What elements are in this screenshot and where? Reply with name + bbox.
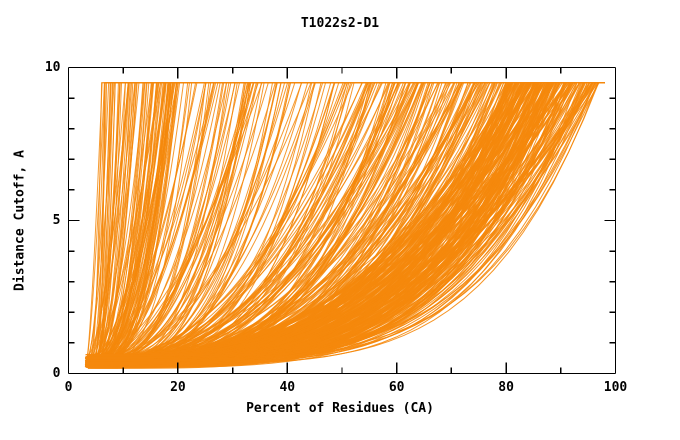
data-curve	[91, 82, 605, 364]
data-curve	[94, 82, 605, 368]
data-curve	[96, 82, 569, 368]
data-curve	[92, 82, 246, 361]
x-tick-label: 20	[170, 379, 186, 395]
data-curve	[90, 82, 279, 365]
data-curve	[93, 82, 591, 365]
data-curve	[85, 82, 597, 359]
data-curve	[84, 82, 129, 364]
x-axis-label: Percent of Residues (CA)	[246, 401, 434, 416]
data-curve	[86, 82, 157, 362]
x-tick-label: 40	[279, 379, 296, 395]
data-curve	[88, 82, 567, 358]
x-tick-label: 60	[388, 379, 405, 395]
data-curve	[96, 82, 549, 355]
plot-axes	[67, 66, 617, 375]
x-tick-label: 100	[603, 379, 628, 395]
x-tick-label: 80	[498, 379, 514, 395]
x-tick-label: 0	[64, 379, 73, 395]
data-curve	[90, 82, 601, 355]
data-curve	[89, 82, 598, 363]
y-tick-label: 0	[52, 365, 61, 381]
data-curves	[84, 82, 605, 369]
y-tick-label: 5	[52, 212, 61, 228]
chart-title: T1022s2-D1	[300, 16, 380, 31]
y-tick-label: 10	[44, 59, 61, 75]
